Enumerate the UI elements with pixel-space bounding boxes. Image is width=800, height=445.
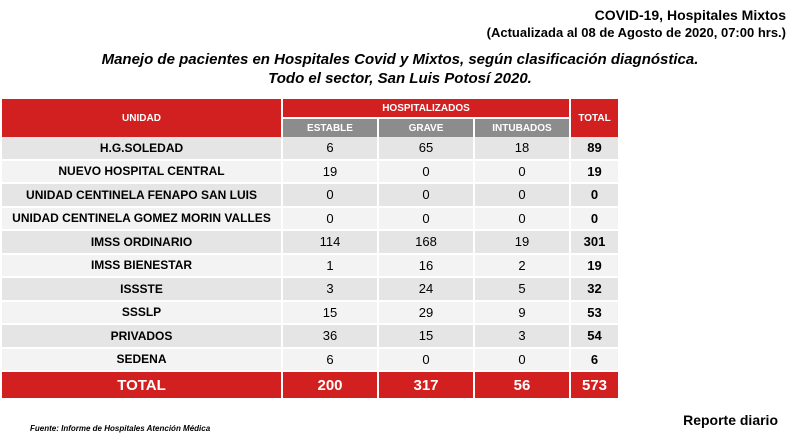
- unit-name: PRIVADOS: [2, 324, 282, 349]
- unit-name: IMSS ORDINARIO: [2, 230, 282, 255]
- totals-grave: 317: [377, 371, 474, 398]
- report-label: Reporte diario: [683, 412, 778, 428]
- unit-name: UNIDAD CENTINELA GOMEZ MORIN VALLES: [2, 206, 282, 231]
- totals-row: TOTAL 200 317 56 573: [2, 371, 619, 398]
- estable-value: 1: [281, 253, 378, 278]
- intubados-value: 19: [472, 230, 571, 255]
- intubados-value: 0: [472, 206, 571, 231]
- column-header-estable: ESTABLE: [282, 118, 379, 137]
- estable-value: 19: [281, 159, 378, 184]
- estable-value: 6: [281, 347, 378, 372]
- table-row: IMSS BIENESTAR 1 16 2 19: [2, 253, 619, 278]
- total-value: 19: [569, 159, 619, 184]
- estable-value: 3: [281, 277, 378, 302]
- column-header-unidad: UNIDAD: [2, 99, 283, 137]
- intubados-value: 5: [472, 277, 571, 302]
- estable-value: 6: [281, 137, 378, 161]
- table-row: NUEVO HOSPITAL CENTRAL 19 0 0 19: [2, 159, 619, 184]
- intubados-value: 2: [472, 253, 571, 278]
- grave-value: 0: [377, 347, 474, 372]
- total-value: 0: [569, 183, 619, 208]
- table-row: SEDENA 6 0 0 6: [2, 347, 619, 372]
- intubados-value: 9: [472, 300, 571, 325]
- totals-estable: 200: [281, 371, 378, 398]
- estable-value: 15: [281, 300, 378, 325]
- total-value: 32: [569, 277, 619, 302]
- totals-intubados: 56: [472, 371, 571, 398]
- total-value: 301: [569, 230, 619, 255]
- estable-value: 0: [281, 183, 378, 208]
- intubados-value: 0: [472, 159, 571, 184]
- unit-name: SSSLP: [2, 300, 282, 325]
- grave-value: 0: [377, 206, 474, 231]
- column-group-hospitalizados: HOSPITALIZADOS: [282, 99, 571, 119]
- total-value: 53: [569, 300, 619, 325]
- update-timestamp: (Actualizada al 08 de Agosto de 2020, 07…: [486, 25, 786, 40]
- grave-value: 168: [377, 230, 474, 255]
- column-header-grave: GRAVE: [378, 118, 475, 137]
- table-row: UNIDAD CENTINELA FENAPO SAN LUIS 0 0 0 0: [2, 183, 619, 208]
- unit-name: NUEVO HOSPITAL CENTRAL: [2, 159, 282, 184]
- total-value: 54: [569, 324, 619, 349]
- grave-value: 0: [377, 159, 474, 184]
- subtitle-line-2: Todo el sector, San Luis Potosí 2020.: [268, 70, 532, 87]
- table-row: UNIDAD CENTINELA GOMEZ MORIN VALLES 0 0 …: [2, 206, 619, 231]
- subtitle-line-1: Manejo de pacientes en Hospitales Covid …: [101, 51, 699, 68]
- table-row: IMSS ORDINARIO 114 168 19 301: [2, 230, 619, 255]
- header-block: COVID-19, Hospitales Mixtos (Actualizada…: [487, 6, 786, 42]
- grave-value: 0: [377, 183, 474, 208]
- intubados-value: 18: [472, 137, 571, 161]
- totals-label: TOTAL: [2, 371, 282, 398]
- totals-total: 573: [569, 371, 619, 398]
- total-value: 6: [569, 347, 619, 372]
- column-header-total: TOTAL: [569, 99, 619, 137]
- unit-name: H.G.SOLEDAD: [2, 137, 282, 161]
- grave-value: 24: [377, 277, 474, 302]
- total-value: 0: [569, 206, 619, 231]
- table-row: H.G.SOLEDAD 6 65 18 89: [2, 137, 619, 161]
- table-row: ISSSTE 3 24 5 32: [2, 277, 619, 302]
- intubados-value: 3: [472, 324, 571, 349]
- table-row: SSSLP 15 29 9 53: [2, 300, 619, 325]
- page-title: COVID-19, Hospitales Mixtos: [594, 7, 786, 23]
- intubados-value: 0: [472, 347, 571, 372]
- total-value: 19: [569, 253, 619, 278]
- table-subtitle: Manejo de pacientes en Hospitales Covid …: [0, 50, 800, 88]
- hospital-table: UNIDAD HOSPITALIZADOS TOTAL ESTABLE GRAV…: [2, 99, 619, 398]
- unit-name: ISSSTE: [2, 277, 282, 302]
- grave-value: 16: [377, 253, 474, 278]
- grave-value: 29: [377, 300, 474, 325]
- unit-name: IMSS BIENESTAR: [2, 253, 282, 278]
- source-note: Fuente: Informe de Hospitales Atención M…: [30, 424, 211, 433]
- estable-value: 114: [281, 230, 378, 255]
- estable-value: 36: [281, 324, 378, 349]
- unit-name: UNIDAD CENTINELA FENAPO SAN LUIS: [2, 183, 282, 208]
- intubados-value: 0: [472, 183, 571, 208]
- table-row: PRIVADOS 36 15 3 54: [2, 324, 619, 349]
- estable-value: 0: [281, 206, 378, 231]
- grave-value: 15: [377, 324, 474, 349]
- unit-name: SEDENA: [2, 347, 282, 372]
- total-value: 89: [569, 137, 619, 161]
- grave-value: 65: [377, 137, 474, 161]
- column-header-intubados: INTUBADOS: [474, 118, 572, 137]
